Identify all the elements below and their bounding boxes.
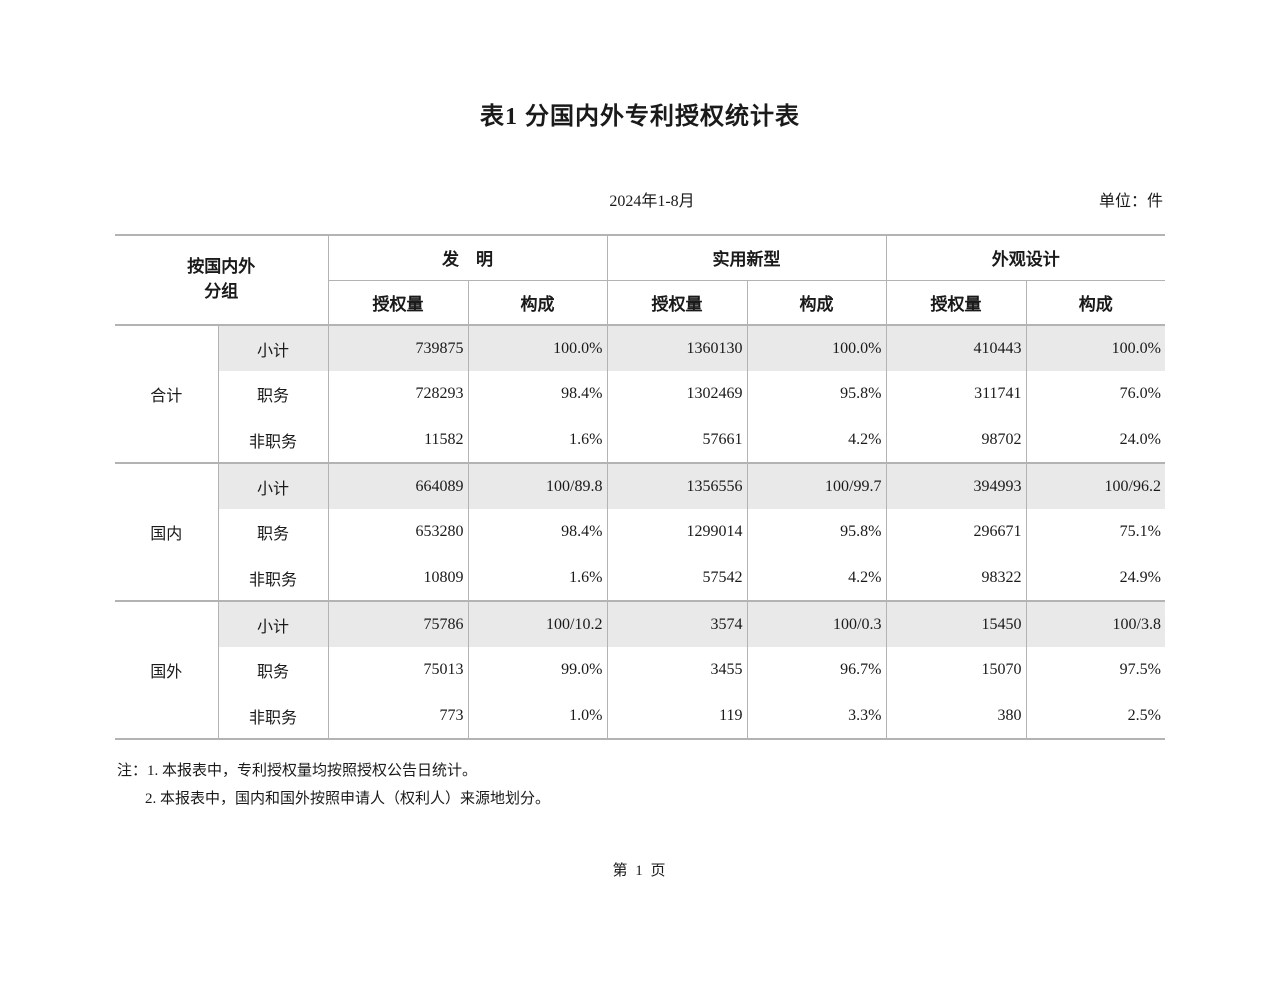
value-cell: 24.9% (1025, 555, 1165, 602)
table-row: 国内 小计 664089 100/89.8 1356556 100/99.7 3… (115, 463, 1165, 602)
corner-header-line1: 按国内外 (187, 257, 256, 277)
value-cell: 24.0% (1025, 417, 1165, 464)
page-title: 表1 分国内外专利授权统计表 (480, 104, 800, 130)
value-cell: 394993 (885, 463, 1027, 509)
row-label: 职务 (217, 371, 329, 417)
value-cell: 1299014 (606, 509, 748, 555)
subheader-grants: 授权量 (606, 280, 748, 326)
row-label: 小计 (217, 463, 329, 509)
row-label: 小计 (217, 325, 329, 371)
value-cell: 11582 (327, 417, 469, 464)
value-cell: 2.5% (1025, 693, 1165, 740)
value-cell: 311741 (885, 371, 1027, 417)
meta-row: 2024年1-8月 单位：件 (115, 187, 1165, 213)
note-line-1: 注：1. 本报表中，专利授权量均按照授权公告日统计。 (117, 763, 478, 779)
value-cell: 1356556 (606, 463, 748, 509)
value-cell: 3574 (606, 601, 748, 647)
table-row: 职务 75013 99.0% 3455 96.7% 15070 97.5% (115, 647, 1165, 693)
row-label: 非职务 (217, 417, 329, 464)
value-cell: 1302469 (606, 371, 748, 417)
value-cell: 739875 (327, 325, 469, 371)
row-label: 职务 (217, 647, 329, 693)
value-cell: 100.0% (467, 325, 608, 371)
value-cell: 76.0% (1025, 371, 1165, 417)
value-cell: 96.7% (746, 647, 887, 693)
value-cell: 1360130 (606, 325, 748, 371)
value-cell: 100/99.7 (746, 463, 887, 509)
page-number: 第 1 页 (612, 863, 668, 879)
table-row: 职务 728293 98.4% 1302469 95.8% 311741 76.… (115, 371, 1165, 417)
value-cell: 15450 (885, 601, 1027, 647)
corner-header-line2: 分组 (204, 282, 239, 301)
value-cell: 100/3.8 (1025, 601, 1165, 647)
table-row: 非职务 773 1.0% 119 3.3% 380 2.5% (115, 693, 1165, 740)
column-group-invention: 发 明 (327, 234, 608, 281)
value-cell: 95.8% (746, 509, 887, 555)
row-label: 小计 (217, 601, 329, 647)
value-cell: 100/10.2 (467, 601, 608, 647)
value-cell: 664089 (327, 463, 469, 509)
corner-header: 按国内外 分组 (115, 234, 329, 326)
value-cell: 3455 (606, 647, 748, 693)
table-row: 国外 小计 75786 100/10.2 3574 100/0.3 15450 … (115, 601, 1165, 740)
value-cell: 97.5% (1025, 647, 1165, 693)
value-cell: 410443 (885, 325, 1027, 371)
patent-grant-table: 按国内外 分组 发 明 实用新型 外观设计 授权量 构成 授权量 构成 授权量 … (115, 234, 1165, 740)
value-cell: 1.6% (467, 555, 608, 602)
subheader-composition: 构成 (746, 280, 887, 326)
value-cell: 98.4% (467, 509, 608, 555)
column-group-design: 外观设计 (885, 234, 1165, 281)
value-cell: 95.8% (746, 371, 887, 417)
group-label-domestic: 国内 (115, 463, 219, 602)
value-cell: 57661 (606, 417, 748, 464)
subheader-composition: 构成 (467, 280, 608, 326)
row-label: 非职务 (217, 693, 329, 740)
value-cell: 1.0% (467, 693, 608, 740)
period-label: 2024年1-8月 (609, 193, 695, 210)
table-row: 非职务 11582 1.6% 57661 4.2% 98702 24.0% (115, 417, 1165, 464)
subheader-grants: 授权量 (327, 280, 469, 326)
row-label: 非职务 (217, 555, 329, 602)
value-cell: 1.6% (467, 417, 608, 464)
value-cell: 100.0% (746, 325, 887, 371)
value-cell: 10809 (327, 555, 469, 602)
value-cell: 75.1% (1025, 509, 1165, 555)
value-cell: 57542 (606, 555, 748, 602)
value-cell: 3.3% (746, 693, 887, 740)
table-notes: 注：1. 本报表中，专利授权量均按照授权公告日统计。 2. 本报表中，国内和国外… (115, 757, 1165, 813)
value-cell: 100/0.3 (746, 601, 887, 647)
value-cell: 98702 (885, 417, 1027, 464)
note-line-2: 2. 本报表中，国内和国外按照申请人（权利人）来源地划分。 (145, 791, 551, 807)
table-row: 非职务 10809 1.6% 57542 4.2% 98322 24.9% (115, 555, 1165, 602)
value-cell: 653280 (327, 509, 469, 555)
value-cell: 4.2% (746, 555, 887, 602)
column-group-utility-model: 实用新型 (606, 234, 887, 281)
value-cell: 119 (606, 693, 748, 740)
value-cell: 100.0% (1025, 325, 1165, 371)
row-label: 职务 (217, 509, 329, 555)
value-cell: 773 (327, 693, 469, 740)
group-label-total: 合计 (115, 325, 219, 464)
value-cell: 98.4% (467, 371, 608, 417)
group-label-foreign: 国外 (115, 601, 219, 740)
value-cell: 75786 (327, 601, 469, 647)
document-page: 表1 分国内外专利授权统计表 2024年1-8月 单位：件 按国内外 分组 发 … (115, 96, 1165, 880)
value-cell: 99.0% (467, 647, 608, 693)
value-cell: 75013 (327, 647, 469, 693)
value-cell: 728293 (327, 371, 469, 417)
value-cell: 380 (885, 693, 1027, 740)
table-row: 合计 小计 739875 100.0% 1360130 100.0% 41044… (115, 325, 1165, 464)
value-cell: 4.2% (746, 417, 887, 464)
value-cell: 100/96.2 (1025, 463, 1165, 509)
value-cell: 296671 (885, 509, 1027, 555)
value-cell: 100/89.8 (467, 463, 608, 509)
table-row: 职务 653280 98.4% 1299014 95.8% 296671 75.… (115, 509, 1165, 555)
value-cell: 15070 (885, 647, 1027, 693)
unit-label: 单位：件 (1098, 193, 1163, 210)
subheader-grants: 授权量 (885, 280, 1027, 326)
subheader-composition: 构成 (1025, 280, 1165, 326)
value-cell: 98322 (885, 555, 1027, 602)
